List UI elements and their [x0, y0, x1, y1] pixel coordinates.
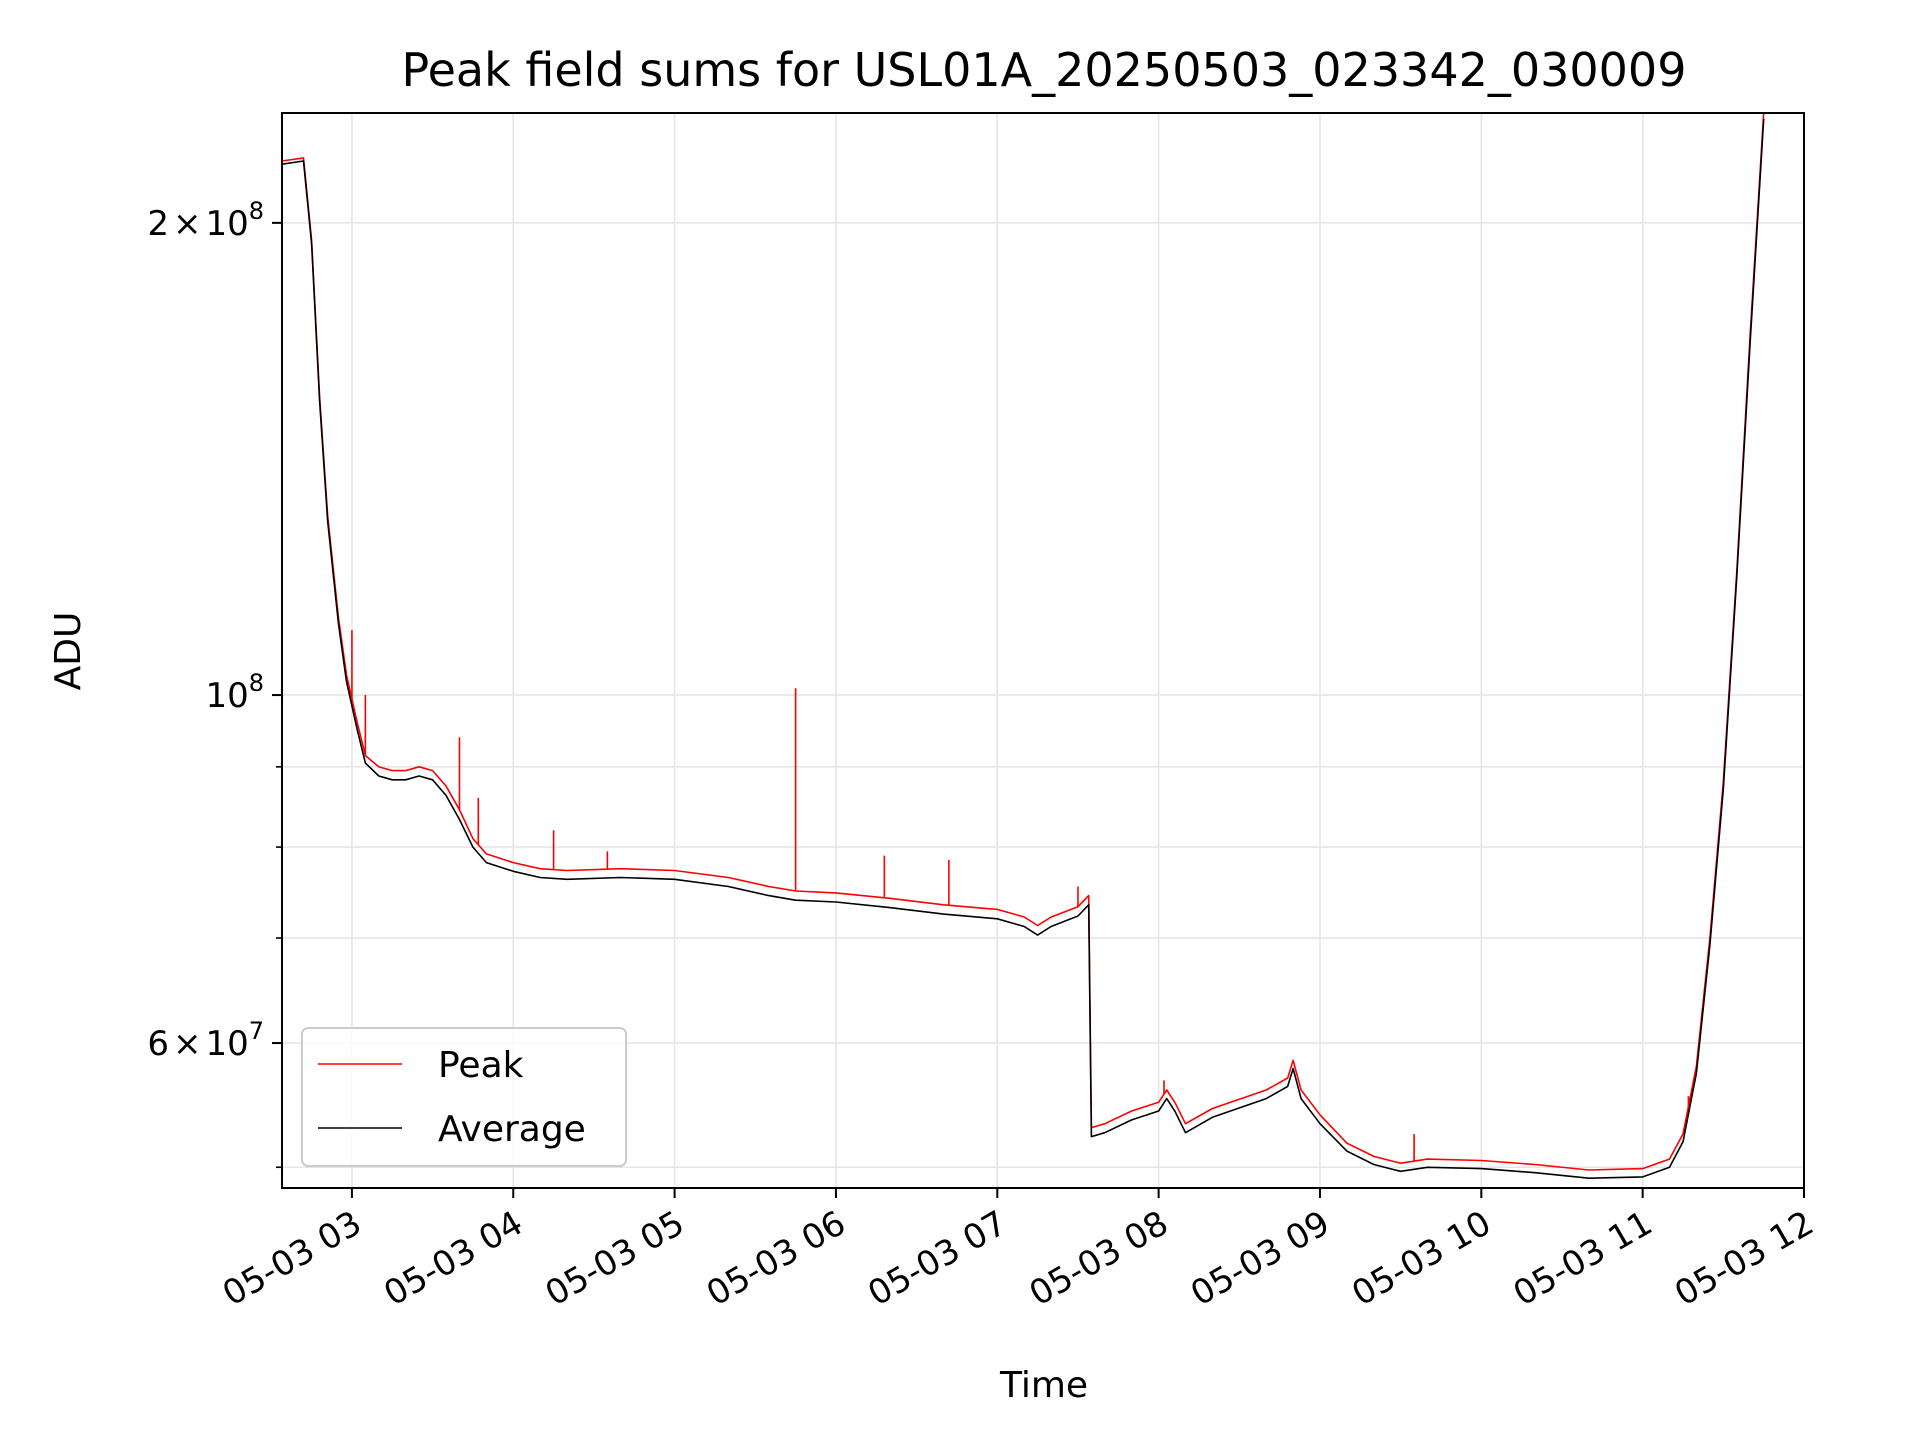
x-tick-label: 05-03 04 [377, 1203, 529, 1314]
plot-frame [281, 112, 1805, 1189]
legend: Peak Average [301, 1027, 627, 1167]
series-line-average [282, 118, 1765, 1179]
plot-lines [282, 113, 1765, 1179]
x-tick-label: 05-03 05 [539, 1203, 691, 1314]
legend-label-peak: Peak [438, 1045, 524, 1086]
x-tick-label: 05-03 06 [700, 1203, 852, 1314]
chart-title: Peak field sums for USL01A_20250503_0233… [402, 43, 1687, 97]
x-tick-label: 05-03 12 [1668, 1203, 1820, 1314]
y-tick-label: 108 [205, 669, 264, 716]
legend-label-average: Average [438, 1109, 586, 1150]
x-tick-label: 05-03 09 [1184, 1203, 1336, 1314]
y-axis-label: ADU [48, 612, 89, 691]
y-tick-label: 2 × 108 [147, 197, 264, 244]
grid [282, 113, 1804, 1188]
series-line-peak [282, 113, 1765, 1171]
x-tick-label: 05-03 10 [1345, 1203, 1497, 1314]
x-tick-label: 05-03 03 [216, 1203, 368, 1314]
x-tick-label: 05-03 11 [1507, 1203, 1659, 1314]
y-axis: 2 × 108 108 6 × 107 [147, 197, 282, 1169]
x-axis-label: Time [999, 1365, 1088, 1406]
x-tick-label: 05-03 07 [861, 1203, 1013, 1314]
x-axis: 05-03 03 05-03 04 05-03 05 05-03 06 05-03 07… [216, 1188, 1821, 1314]
legend-box [301, 1027, 627, 1167]
x-tick-label: 05-03 08 [1023, 1203, 1175, 1314]
y-tick-label: 6 × 107 [147, 1017, 264, 1064]
